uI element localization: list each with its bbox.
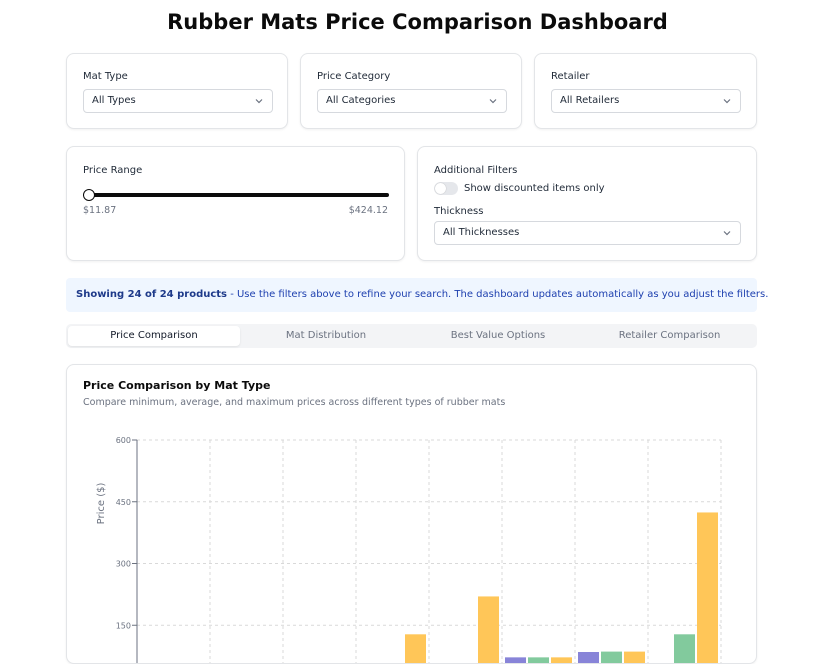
y-tick-label: 300 — [116, 560, 131, 569]
mat-type-card: Mat Type All Types — [66, 53, 288, 129]
additional-filters-card: Additional Filters Show discounted items… — [417, 146, 757, 261]
tab-best-value-options[interactable]: Best Value Options — [450, 330, 546, 341]
y-tick-label: 600 — [116, 436, 131, 445]
bar — [551, 657, 572, 663]
thickness-value: All Thicknesses — [443, 227, 520, 238]
results-count: Showing 24 of 24 products — [76, 289, 228, 300]
chart-title: Price Comparison by Mat Type — [83, 379, 271, 392]
chevron-down-icon — [255, 98, 263, 104]
tab-retailer-comparison[interactable]: Retailer Comparison — [618, 330, 721, 341]
discount-toggle-label: Show discounted items only — [464, 183, 605, 194]
bar — [674, 634, 695, 663]
price-category-select[interactable]: All Categories — [317, 89, 507, 113]
bar — [578, 652, 599, 663]
mat-type-label: Mat Type — [83, 71, 128, 82]
bar — [478, 596, 499, 663]
toggle-knob — [435, 183, 446, 194]
retailer-label: Retailer — [551, 71, 590, 82]
price-category-value: All Categories — [326, 95, 396, 106]
y-axis-label: Price ($) — [96, 483, 107, 525]
chart-subtitle: Compare minimum, average, and maximum pr… — [83, 397, 506, 408]
additional-filters-label: Additional Filters — [434, 165, 518, 176]
bar — [405, 634, 426, 663]
results-banner: Showing 24 of 24 products - Use the filt… — [66, 278, 768, 312]
y-tick-label: 150 — [116, 621, 131, 630]
page-title: Rubber Mats Price Comparison Dashboard — [167, 10, 668, 34]
price-range-max: $424.12 — [348, 205, 388, 216]
bar — [505, 657, 526, 663]
price-comparison-card: Price Comparison by Mat Type Compare min… — [66, 364, 757, 664]
tab-price-comparison[interactable]: Price Comparison — [68, 326, 240, 346]
mat-type-value: All Types — [92, 95, 136, 106]
price-comparison-chart: 150 300 450 600 Price ($) — [96, 436, 722, 663]
tab-mat-distribution[interactable]: Mat Distribution — [285, 330, 367, 341]
results-hint: - Use the filters above to refine your s… — [227, 289, 769, 300]
price-range-handle[interactable] — [83, 189, 95, 201]
thickness-label: Thickness — [434, 206, 484, 217]
price-range-label: Price Range — [83, 165, 143, 176]
y-tick-label: 450 — [116, 498, 131, 507]
retailer-card: Retailer All Retailers — [534, 53, 757, 129]
bar — [601, 651, 622, 663]
discount-toggle[interactable] — [434, 182, 458, 195]
bar — [624, 651, 645, 663]
price-range-min: $11.87 — [83, 205, 117, 216]
chevron-down-icon — [723, 98, 731, 104]
price-range-track[interactable] — [83, 193, 389, 197]
tab-bar: Price Comparison Mat Distribution Best V… — [66, 324, 757, 348]
chevron-down-icon — [723, 230, 731, 236]
chevron-down-icon — [489, 98, 497, 104]
price-category-card: Price Category All Categories — [300, 53, 522, 129]
bar — [528, 657, 549, 663]
thickness-select[interactable]: All Thicknesses — [434, 221, 741, 245]
retailer-select[interactable]: All Retailers — [551, 89, 741, 113]
price-range-card: Price Range $11.87 $424.12 — [66, 146, 405, 261]
retailer-value: All Retailers — [560, 95, 620, 106]
bar — [697, 512, 718, 663]
mat-type-select[interactable]: All Types — [83, 89, 273, 113]
price-category-label: Price Category — [317, 71, 391, 82]
